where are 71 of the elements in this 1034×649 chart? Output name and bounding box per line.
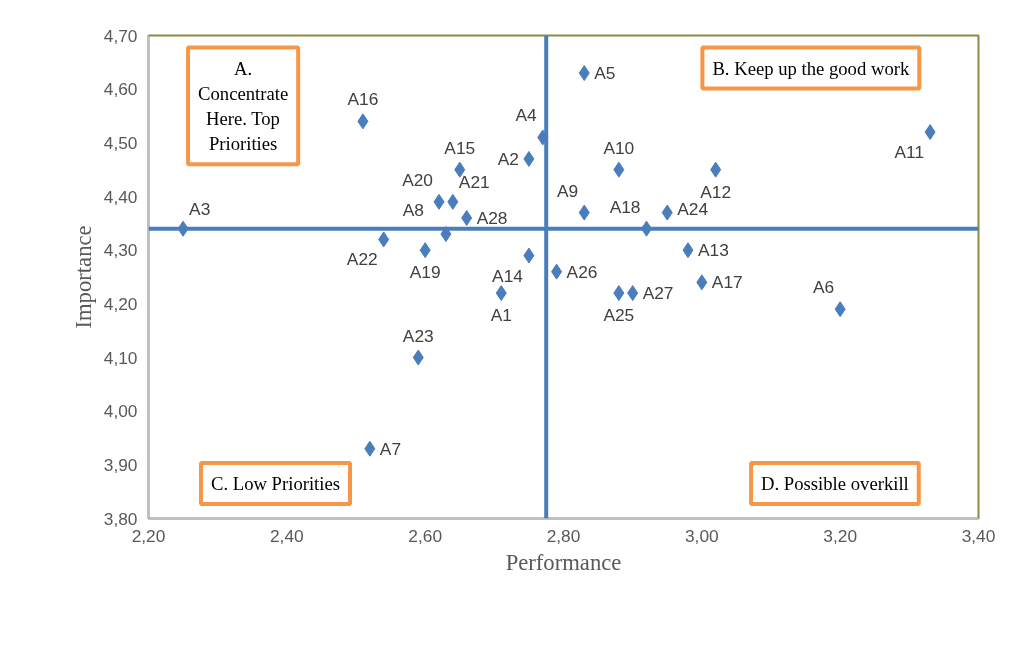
y-tick-label: 4,20 xyxy=(103,293,138,314)
point xyxy=(834,301,846,318)
y-tick-label: 4,70 xyxy=(103,25,138,46)
point xyxy=(412,349,424,366)
annotation: A8 xyxy=(402,200,424,221)
annotation: A3 xyxy=(189,198,211,219)
y-tick-label: 4,40 xyxy=(103,186,138,207)
annotation: C. Low Priorities xyxy=(210,473,341,495)
point xyxy=(661,204,673,221)
point xyxy=(419,242,431,259)
point xyxy=(454,161,466,178)
annotation: A7 xyxy=(379,438,402,459)
annotation: A18 xyxy=(609,196,641,217)
point xyxy=(357,113,369,130)
point xyxy=(696,274,708,291)
x-tick-label: 2,60 xyxy=(408,525,443,546)
y-tick-label: 4,00 xyxy=(103,401,138,422)
annotation: D. Possible overkill xyxy=(761,473,909,495)
point xyxy=(924,124,936,141)
point xyxy=(523,247,535,264)
point xyxy=(523,150,535,167)
point xyxy=(378,231,390,248)
y-tick-label: 4,60 xyxy=(103,79,138,100)
point xyxy=(682,242,694,259)
x-tick-label: 3,00 xyxy=(684,525,719,546)
annotation: A27 xyxy=(642,283,674,304)
y-tick-label: 3,90 xyxy=(103,454,138,475)
annotation: A4 xyxy=(515,105,538,126)
y-tick-label: 4,50 xyxy=(103,132,138,153)
annotation: A23 xyxy=(402,325,434,346)
annotation: B. Keep up the good work xyxy=(712,57,910,79)
annotation: A20 xyxy=(402,169,434,190)
annotation: A10 xyxy=(603,137,635,158)
point xyxy=(461,209,473,226)
point xyxy=(551,263,563,280)
point xyxy=(578,65,590,82)
annotation: A21 xyxy=(458,171,490,192)
point xyxy=(627,285,639,302)
annotation: A28 xyxy=(476,207,508,228)
x-tick-label: 3,20 xyxy=(823,525,858,546)
x-tick-label: 3,40 xyxy=(961,525,996,546)
annotation: A6 xyxy=(812,277,835,298)
annotation: A17 xyxy=(711,272,743,293)
point xyxy=(578,204,590,221)
annotation: A11 xyxy=(894,142,925,163)
y-tick-label: 4,30 xyxy=(103,240,138,261)
annotation: A9 xyxy=(557,180,579,201)
point xyxy=(495,285,507,302)
annotation: A22 xyxy=(346,249,378,270)
annotation: A16 xyxy=(347,89,379,110)
annotation: A2 xyxy=(497,148,519,169)
point xyxy=(364,440,376,457)
annotation: A13 xyxy=(698,240,729,261)
x-axis-title: Performance xyxy=(505,549,622,575)
y-tick-label: 4,10 xyxy=(103,347,138,368)
y-axis-title: Importance xyxy=(70,225,96,329)
annotation: A1 xyxy=(490,305,512,326)
point xyxy=(613,285,625,302)
point xyxy=(433,193,445,210)
annotation: A14 xyxy=(492,265,524,286)
point xyxy=(613,161,625,178)
annotation: A15 xyxy=(444,137,476,158)
annotation: A5 xyxy=(594,63,616,84)
annotation: A. Concentrate Here. Top Priorities xyxy=(198,57,289,155)
point xyxy=(710,161,722,178)
x-tick-label: 2,40 xyxy=(269,525,304,546)
annotation: A25 xyxy=(603,305,635,326)
point xyxy=(447,193,459,210)
x-tick-label: 2,80 xyxy=(546,525,581,546)
annotation: A19 xyxy=(409,262,441,283)
annotation: A26 xyxy=(566,261,598,282)
